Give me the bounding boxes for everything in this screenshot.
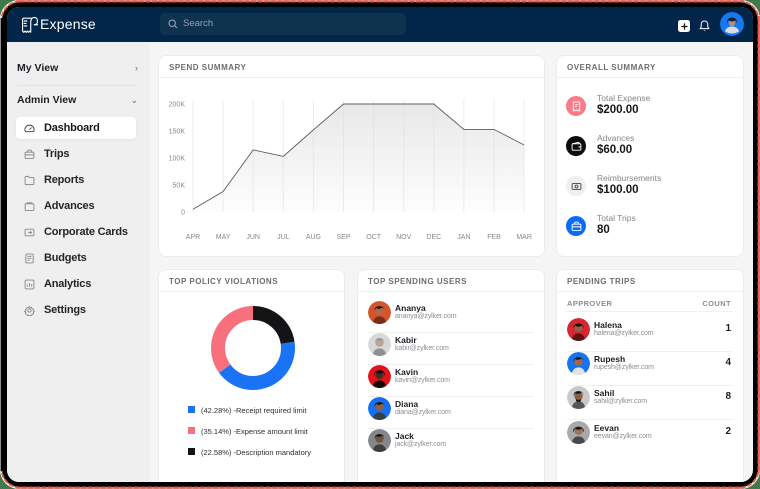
svg-text:APR: APR — [186, 234, 200, 241]
svg-text:AUG: AUG — [306, 234, 321, 241]
svg-text:150K: 150K — [169, 129, 186, 136]
svg-text:OCT: OCT — [366, 234, 382, 241]
svg-text:100K: 100K — [169, 156, 186, 163]
svg-text:50K: 50K — [173, 183, 186, 190]
svg-text:MAY: MAY — [216, 234, 231, 241]
svg-text:SEP: SEP — [336, 234, 350, 241]
svg-text:NOV: NOV — [396, 234, 412, 241]
svg-text:JUL: JUL — [277, 234, 290, 241]
svg-text:JAN: JAN — [457, 234, 470, 241]
svg-text:0: 0 — [181, 210, 185, 217]
svg-text:JUN: JUN — [246, 234, 260, 241]
svg-text:MAR: MAR — [516, 234, 532, 241]
svg-text:FEB: FEB — [487, 234, 501, 241]
svg-text:200K: 200K — [169, 102, 186, 109]
svg-text:DEC: DEC — [426, 234, 441, 241]
